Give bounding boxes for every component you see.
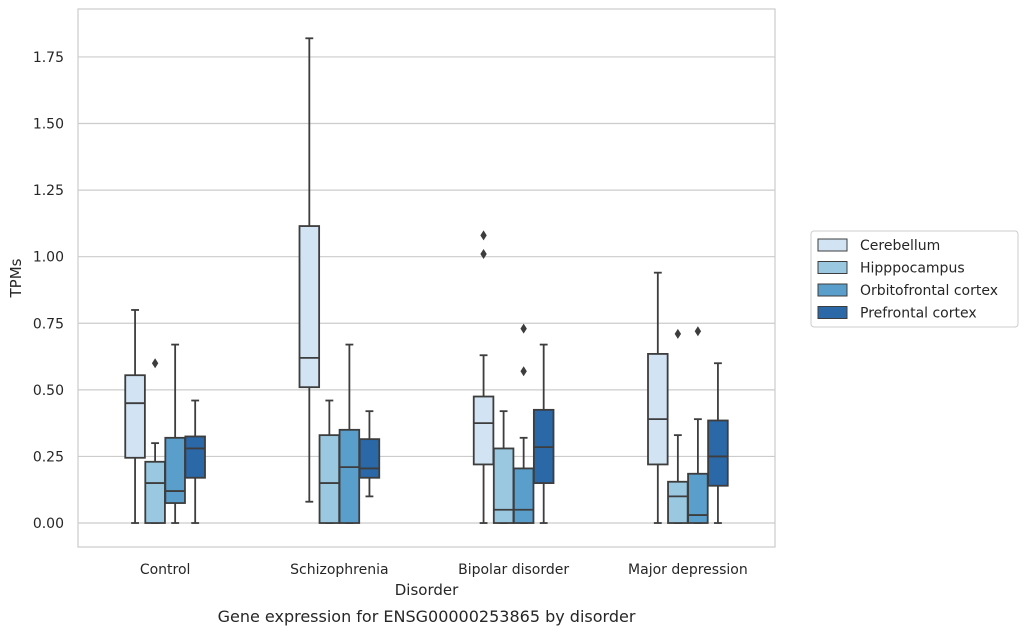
outlier-point — [480, 249, 487, 260]
box — [512, 467, 535, 524]
y-tick-label: 0.75 — [33, 316, 64, 332]
legend: Cerebellum Hipppocampus Orbitofrontal cort… — [810, 230, 1019, 328]
series-group — [144, 328, 689, 524]
outlier-point — [520, 366, 527, 377]
y-tick-label: 0.00 — [33, 516, 64, 532]
x-tick-label: Control — [140, 562, 191, 578]
outlier-point — [674, 328, 682, 339]
box-series — [124, 37, 729, 524]
box — [298, 225, 321, 389]
legend-label: Prefrontal cortex — [860, 306, 977, 322]
legend-label: Orbitofrontal cortex — [860, 283, 998, 299]
plot-area-frame — [77, 8, 776, 548]
series-group — [124, 37, 669, 524]
legend-label: Cerebellum — [860, 238, 940, 254]
box — [318, 434, 341, 524]
box — [358, 438, 381, 479]
outlier-point — [694, 326, 702, 337]
x-tick-label: Major depression — [628, 562, 748, 578]
series-group — [184, 343, 729, 524]
legend-swatch — [817, 306, 848, 319]
y-tick-label: 1.50 — [33, 117, 64, 133]
chart-caption: Gene expression for ENSG00000253865 by d… — [218, 607, 636, 626]
box — [667, 480, 689, 524]
y-tick-label: 0.25 — [33, 449, 64, 465]
series-group — [164, 323, 709, 524]
x-tick-labels: Control Schizophrenia Bipolar disorder Majo… — [140, 562, 748, 578]
box — [492, 447, 515, 524]
box — [647, 353, 669, 466]
legend-label: Hipppocampus — [860, 261, 965, 277]
box — [472, 395, 495, 466]
y-tick-label: 1.75 — [33, 50, 64, 66]
x-axis-label: Disorder — [395, 581, 459, 599]
y-tick-label: 1.00 — [33, 250, 64, 266]
legend-swatch — [817, 283, 848, 297]
box — [124, 374, 146, 459]
y-tick-label: 0.50 — [33, 383, 64, 399]
y-tick-label: 1.25 — [33, 183, 64, 199]
legend-swatch — [817, 261, 848, 274]
legend-swatch — [817, 238, 848, 252]
outlier-point — [520, 323, 527, 334]
y-tick-labels: 0.00 0.25 0.50 0.75 1.00 1.25 1.50 1.75 — [33, 50, 64, 532]
legend-frame — [810, 230, 1019, 328]
outlier-point — [151, 358, 159, 369]
y-axis-label: TPMs — [7, 258, 25, 298]
box — [687, 472, 709, 524]
box — [144, 460, 166, 524]
x-tick-label: Schizophrenia — [290, 562, 388, 578]
box — [164, 436, 186, 504]
outlier-point — [480, 230, 487, 241]
box — [184, 435, 206, 479]
x-tick-label: Bipolar disorder — [458, 562, 569, 578]
box — [338, 428, 361, 524]
box — [707, 419, 729, 487]
